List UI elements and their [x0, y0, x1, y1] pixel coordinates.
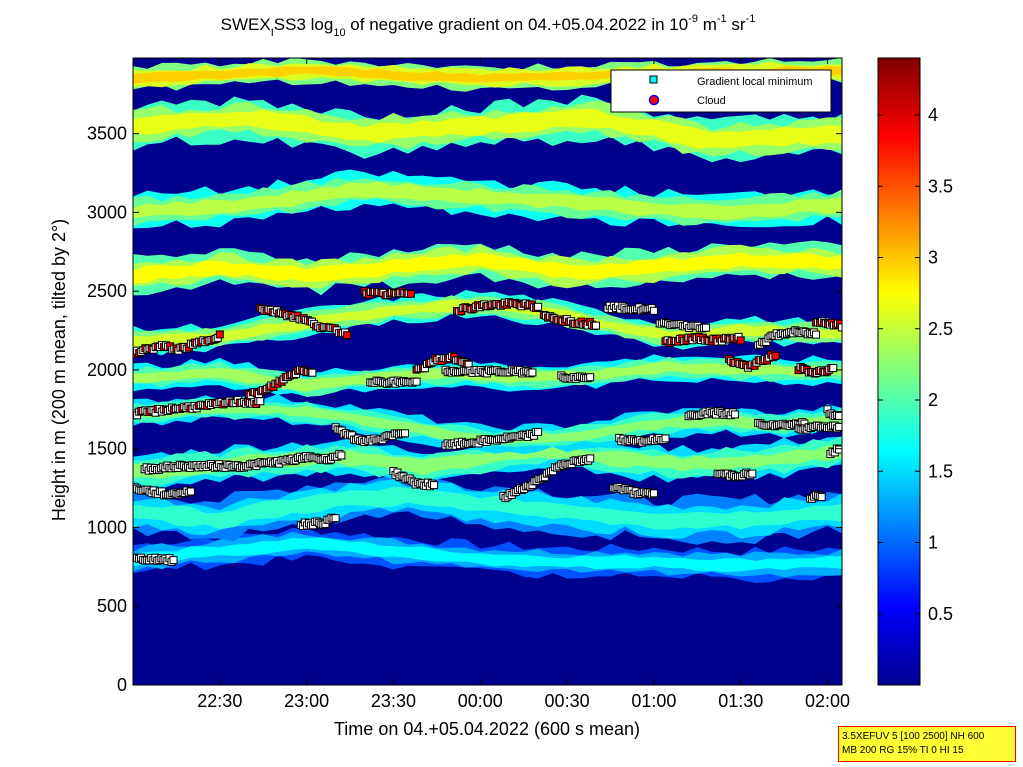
band-4-pass-2	[133, 401, 842, 445]
x-tick-label: 22:30	[197, 691, 242, 711]
minimum-marker	[412, 377, 421, 386]
info-line-2: MB 200 RG 15% TI 0 HI 15	[842, 745, 964, 756]
legend-marker-minimum	[649, 75, 658, 84]
y-axis-label: Height in m (200 m mean, tilted by 2°)	[49, 219, 69, 521]
plot-area	[132, 57, 843, 686]
colorbar-tick-label: 0.5	[928, 604, 953, 624]
minimum-marker	[835, 445, 842, 454]
heatmap-layers	[133, 58, 842, 583]
plot-frame	[132, 57, 843, 686]
colorbar-tick-label: 1	[928, 533, 938, 553]
cloud-marker	[736, 336, 745, 345]
colorbar-tick-label: 1.5	[928, 461, 953, 481]
band-6-pass-2	[133, 299, 842, 348]
y-tick-label: 500	[97, 596, 127, 616]
colorbar-gradient	[877, 57, 921, 686]
x-tick-label: 23:00	[284, 691, 329, 711]
x-tick-label: 00:30	[545, 691, 590, 711]
y-axis: 0 500 1000 1500 2000 2500 3000 3500	[87, 124, 842, 695]
minimum-marker	[430, 481, 438, 490]
colorbar: 0.5 1 1.5 2 2.5 3 3.5 4	[877, 57, 953, 686]
minimum-marker	[838, 323, 842, 332]
band-9-pass-2	[133, 108, 842, 149]
colorbar-tick-label: 4	[928, 105, 938, 125]
x-tick-label: 02:00	[805, 691, 850, 711]
colorbar-ticks: 0.5 1 1.5 2 2.5 3 3.5 4	[878, 105, 953, 624]
minimum-marker	[812, 330, 820, 339]
colorbar-tick-label: 3.5	[928, 176, 953, 196]
colorbar-tick-label: 2.5	[928, 319, 953, 339]
minimum-marker	[308, 368, 317, 377]
x-axis: 22:30 23:00 23:30 00:00 00:30 01:00 01:30 02:00	[197, 58, 850, 711]
minimum-marker	[649, 306, 658, 315]
minimum-marker	[337, 451, 346, 460]
minimum-marker	[186, 487, 195, 496]
minimum-marker	[331, 514, 340, 523]
minimum-marker	[835, 411, 842, 420]
minimum-marker	[592, 321, 600, 330]
chart-title: SWEXISS3 log10 of negative gradient on 0…	[221, 13, 756, 39]
band-2-pass-2	[133, 486, 842, 530]
y-tick-label: 1500	[87, 439, 127, 459]
minimum-marker	[528, 368, 537, 377]
minimum-marker	[169, 556, 178, 565]
minimum-marker	[748, 469, 757, 478]
minimum-marker	[586, 454, 595, 463]
y-tick-label: 3500	[87, 124, 127, 144]
y-tick-label: 3000	[87, 202, 127, 222]
legend-box	[610, 69, 832, 113]
minimum-marker	[730, 410, 739, 419]
colorbar-tick-label: 2	[928, 390, 938, 410]
legend-marker-cloud	[648, 94, 660, 106]
x-tick-label: 01:00	[631, 691, 676, 711]
minimum-marker	[817, 493, 826, 501]
minimum-marker	[702, 323, 710, 332]
band-8-pass-2	[133, 181, 842, 220]
legend: Gradient local minimum Cloud	[610, 69, 832, 113]
x-tick-label: 01:30	[718, 691, 763, 711]
y-tick-label: 1000	[87, 517, 127, 537]
x-tick-label: 23:30	[371, 691, 416, 711]
y-tick-label: 2500	[87, 281, 127, 301]
minima-markers	[133, 287, 842, 566]
minimum-marker	[661, 434, 670, 443]
legend-label-minimum: Gradient local minimum	[697, 76, 813, 88]
minimum-marker	[534, 302, 543, 311]
legend-label-cloud: Cloud	[697, 95, 726, 107]
cloud-marker	[771, 351, 780, 360]
minimum-marker	[586, 373, 595, 382]
cloud-marker	[215, 330, 224, 339]
minimum-marker	[829, 364, 838, 373]
band-1-pass-2	[133, 537, 842, 572]
x-axis-label: Time on 04.+05.04.2022 (600 s mean)	[334, 719, 640, 739]
info-box: 3.5XEFUV 5 [100 2500] NH 600 MB 200 RG 1…	[838, 726, 1016, 762]
minimum-marker	[534, 427, 543, 436]
colorbar-tick-label: 3	[928, 248, 938, 268]
minimum-marker	[256, 397, 265, 406]
minimum-marker	[401, 429, 409, 438]
y-tick-label: 0	[117, 675, 127, 695]
x-tick-label: 00:00	[458, 691, 503, 711]
band-7-pass-2	[133, 252, 842, 284]
y-tick-label: 2000	[87, 360, 127, 380]
band-3-pass-2	[133, 442, 842, 479]
cloud-marker	[343, 331, 352, 340]
minimum-marker	[835, 422, 842, 431]
minimum-marker	[649, 489, 658, 498]
info-line-1: 3.5XEFUV 5 [100 2500] NH 600	[842, 731, 985, 742]
cloud-marker	[406, 289, 415, 298]
